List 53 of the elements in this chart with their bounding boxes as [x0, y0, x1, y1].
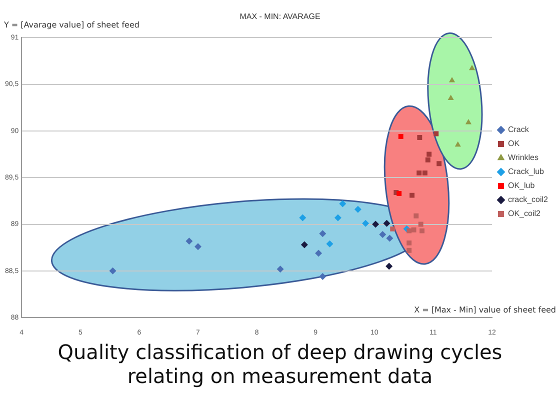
point: [406, 228, 412, 234]
point: [319, 273, 326, 280]
point: [434, 131, 439, 136]
point: [319, 230, 326, 238]
point: [468, 64, 476, 70]
legend-label: Crack_lub: [508, 167, 545, 176]
point: [186, 238, 193, 245]
point: [420, 228, 424, 234]
x-axis-title: X = [Max - Min] value of sheet feed: [414, 306, 556, 315]
legend-label: Crack: [508, 125, 530, 134]
point: [414, 213, 419, 218]
point: [406, 248, 412, 253]
point: [334, 214, 342, 222]
point: [396, 190, 402, 196]
point: [436, 161, 442, 166]
legend-label: OK: [508, 139, 520, 148]
point: [426, 152, 432, 157]
legend-label: Wrinkles: [508, 153, 539, 162]
legend-label: OK_coil2: [508, 209, 541, 218]
point: [299, 214, 306, 222]
point: [448, 77, 456, 82]
point: [354, 206, 362, 213]
point: [418, 222, 424, 227]
point: [448, 94, 454, 100]
point: [422, 170, 428, 176]
point: [276, 266, 284, 273]
point: [109, 267, 116, 274]
point: [194, 243, 202, 250]
text: Quality classification of deep drawing cycles relating on measurement data: [56, 340, 504, 388]
point: [411, 227, 416, 232]
point: [315, 250, 322, 257]
point: [425, 157, 430, 162]
point: [398, 134, 404, 140]
legend-label: crack_coil2: [508, 195, 549, 204]
chart-title: MAX - MIN: AVARAGE: [240, 12, 320, 22]
point: [416, 170, 422, 176]
point: [406, 240, 412, 246]
point: [383, 220, 390, 227]
point: [465, 119, 472, 124]
point: [300, 241, 308, 248]
point: [417, 134, 422, 140]
legend-label: OK_lub: [508, 181, 536, 190]
point: [386, 234, 394, 242]
y-axis-title: Y = [Avarage value] of sheet feed: [3, 20, 140, 30]
point: [379, 231, 386, 238]
point: [386, 262, 393, 270]
point: [454, 141, 461, 147]
point: [372, 220, 380, 228]
point: [410, 192, 414, 198]
point: [390, 226, 396, 232]
point: [339, 200, 346, 208]
point: [362, 220, 370, 227]
point: [326, 240, 334, 248]
